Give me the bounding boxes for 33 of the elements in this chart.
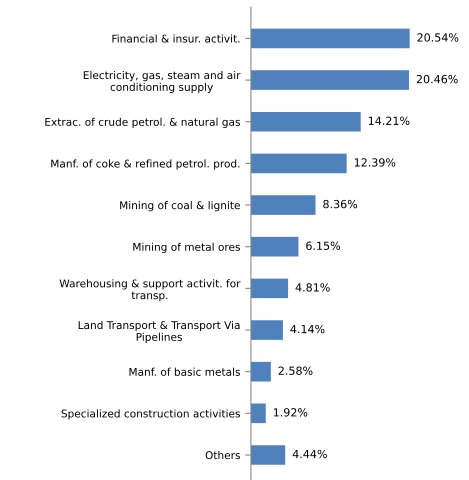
- bar: [250, 28, 410, 48]
- data-label: 2.58%: [278, 366, 312, 375]
- data-label: 1.92%: [274, 408, 308, 417]
- bar: [250, 70, 410, 90]
- data-label: 4.14%: [290, 324, 325, 334]
- y-tick-label: Mining of metal ores: [133, 242, 240, 253]
- y-tick-label: Mining of coal & lignite: [120, 201, 240, 212]
- y-tick-label: Electricity, gas, steam and air conditioning supply: [84, 70, 240, 94]
- bar: [250, 236, 298, 257]
- bar: [250, 195, 316, 215]
- bar: [250, 320, 283, 340]
- y-tick-label: Others: [206, 450, 240, 460]
- data-label: 4.44%: [292, 450, 327, 458]
- data-label: 6.15%: [306, 242, 340, 250]
- data-label: 8.36%: [323, 200, 358, 208]
- bar: [250, 154, 347, 174]
- data-label: 12.39%: [354, 158, 396, 167]
- bar: [250, 278, 288, 298]
- bar: [250, 112, 361, 132]
- y-tick-label: Extrac. of crude petrol. & natural gas: [45, 118, 240, 128]
- bar: [250, 445, 286, 465]
- y-tick-label: Manf. of coke & refined petrol. prod.: [51, 159, 240, 170]
- y-tick-label: Warehousing & support activit. for transp.: [60, 279, 240, 302]
- data-label: 4.81%: [296, 283, 330, 292]
- y-tick-label: Financial & insur. activit.: [112, 34, 240, 43]
- data-label: 20.54%: [417, 33, 458, 42]
- y-tick-label: Specialized construction activities: [62, 409, 240, 420]
- data-label: 20.46%: [416, 74, 458, 84]
- bar: [250, 404, 266, 424]
- data-label: 14.21%: [368, 116, 410, 125]
- y-tick-label: Land Transport & Transport Via Pipelines: [78, 320, 240, 343]
- bar: [250, 362, 271, 382]
- y-tick-label: Manf. of basic metals: [130, 368, 240, 376]
